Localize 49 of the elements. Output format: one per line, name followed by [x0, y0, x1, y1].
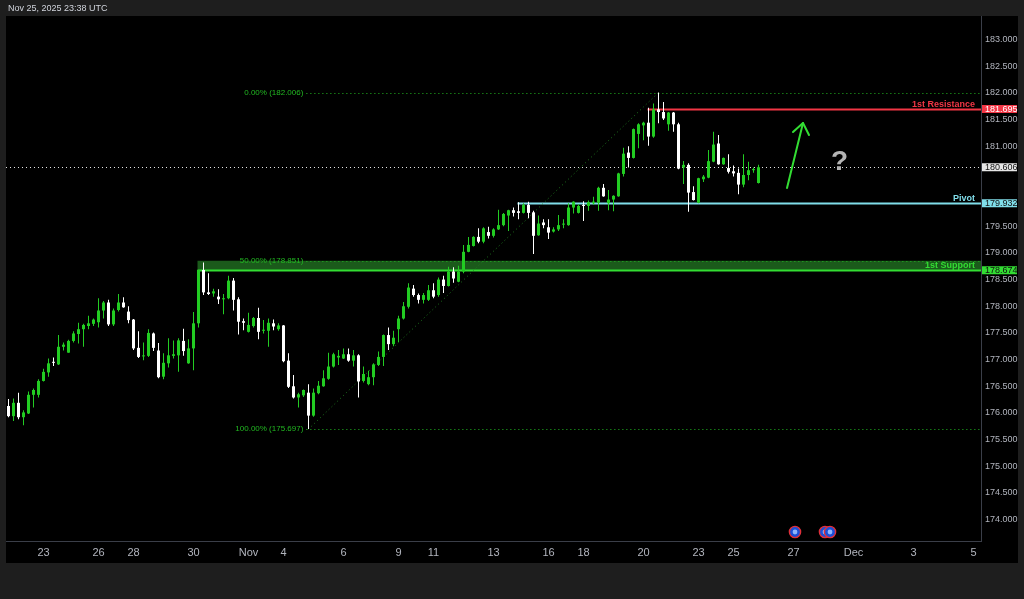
y-tick-label: 179.932: [985, 197, 1018, 208]
ref-line-label: 0.00% (182.006): [244, 87, 304, 97]
x-tick-label: 11: [427, 545, 440, 558]
y-tick-label: 174.500: [985, 487, 1018, 498]
x-tick-label: 23: [37, 545, 50, 558]
y-tick-label: 178.674: [985, 264, 1018, 275]
y-tick-label: 180.606: [985, 161, 1018, 172]
x-tick-label: 13: [487, 545, 500, 558]
x-tick-label: 28: [127, 545, 140, 558]
y-tick-label: 181.695: [985, 103, 1018, 114]
y-tick-label: 175.500: [985, 434, 1018, 445]
ref-line-label: 100.00% (175.697): [235, 424, 304, 434]
x-tick-label: 3: [910, 545, 917, 558]
x-tick-label: 5: [970, 545, 977, 558]
x-tick-label: 6: [340, 545, 347, 558]
y-tick-label: 174.000: [985, 514, 1018, 525]
y-tick-label: 177.500: [985, 327, 1018, 338]
ref-line-label: 1st Support: [924, 259, 975, 270]
y-tick-label: 182.000: [985, 87, 1018, 98]
text: Nov 25, 2025 23:38 UTC: [8, 3, 108, 13]
x-tick-label: 4: [280, 545, 287, 558]
x-tick-label: Dec: [843, 545, 864, 558]
y-tick-label: 183.000: [985, 33, 1018, 44]
candlestick: [552, 227, 555, 233]
y-tick-label: 177.000: [985, 354, 1018, 365]
x-tick-label: 26: [92, 545, 105, 558]
annotation: ?: [831, 145, 849, 176]
candlestick: [722, 157, 725, 165]
y-tick-label: 181.500: [985, 113, 1018, 124]
y-tick-label: 178.000: [985, 300, 1018, 311]
x-tick-label: 9: [395, 545, 402, 558]
ref-line-label: Pivot: [952, 192, 975, 203]
y-tick-label: 179.500: [985, 220, 1018, 231]
y-tick-label: 181.000: [985, 140, 1018, 151]
x-tick-label: 25: [727, 545, 740, 558]
y-tick-label: 182.500: [985, 60, 1018, 71]
x-tick-label: 30: [187, 545, 200, 558]
ref-line-label: 1st Resistance: [911, 98, 975, 109]
y-tick-label: 178.500: [985, 274, 1018, 285]
y-tick-label: 176.500: [985, 380, 1018, 391]
y-tick-label: 179.000: [985, 247, 1018, 258]
y-tick-label: 176.000: [985, 407, 1018, 418]
x-tick-label: 23: [692, 545, 705, 558]
y-tick-label: 175.000: [985, 460, 1018, 471]
x-tick-label: 16: [542, 545, 555, 558]
x-tick-label: 20: [637, 545, 650, 558]
x-tick-label: 18: [577, 545, 590, 558]
x-tick-label: Nov: [238, 545, 259, 558]
x-tick-label: 27: [787, 545, 800, 558]
